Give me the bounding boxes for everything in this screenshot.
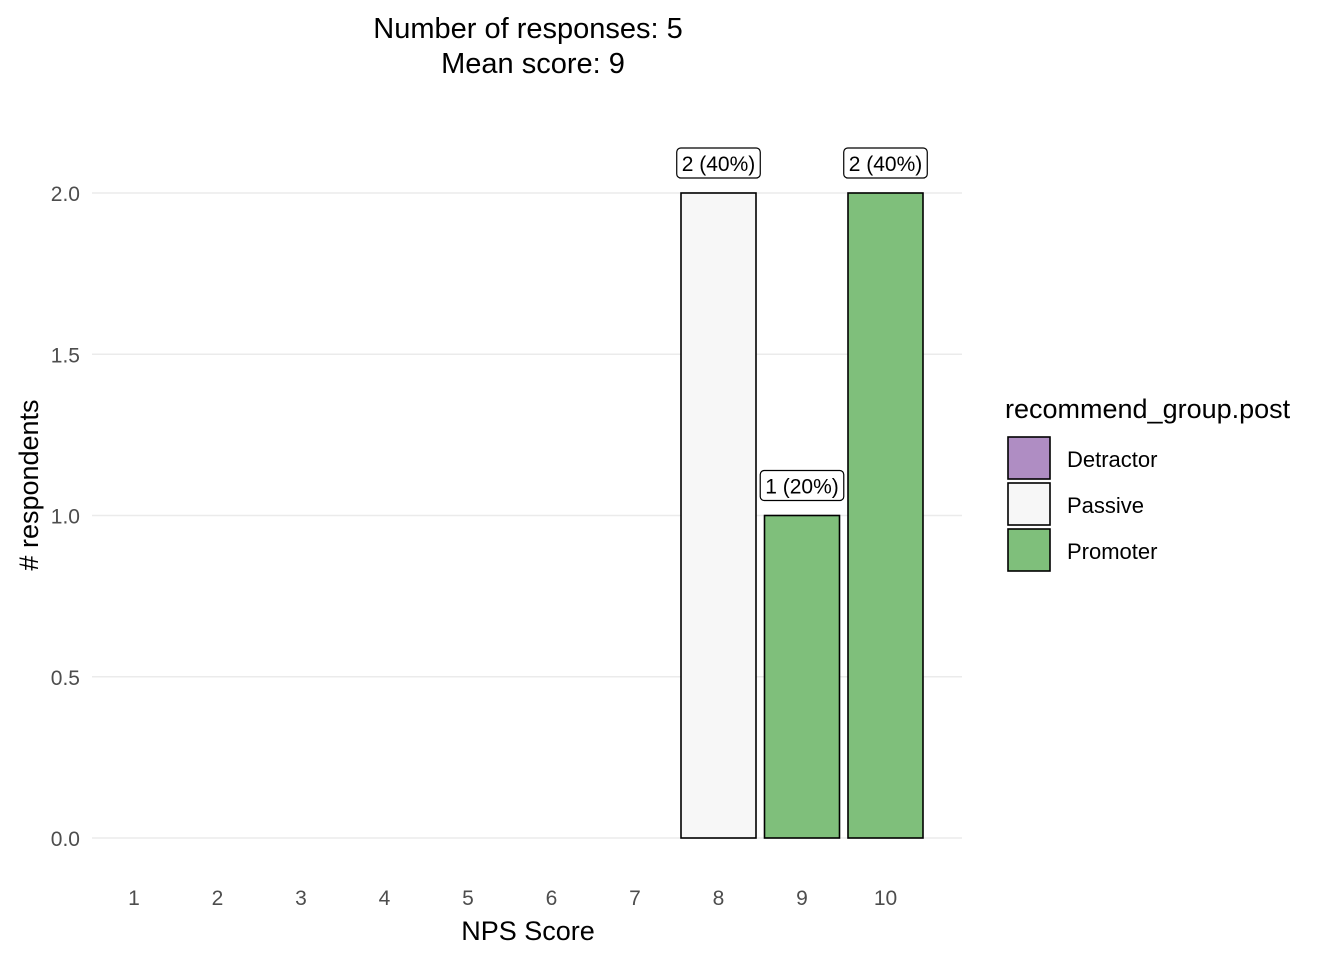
x-tick-label: 8 [713, 887, 725, 910]
bar-10 [847, 192, 924, 839]
bar-label-9: 1 (20%) [759, 469, 845, 502]
x-tick-label: 2 [212, 887, 224, 910]
x-tick-label: 4 [379, 887, 391, 910]
bar-label-text: 2 (40%) [849, 153, 923, 176]
x-axis-title: NPS Score [461, 916, 595, 946]
legend-label-promoter: Promoter [1067, 539, 1157, 564]
y-tick-label: 0.0 [51, 828, 80, 851]
bar-label-box [676, 147, 761, 179]
bar-labels: 2 (40%) 1 (20%) 2 (40%) [676, 147, 928, 502]
x-tick-label: 7 [629, 887, 641, 910]
y-axis-title: # respondents [14, 399, 44, 570]
y-tick-label: 1.0 [51, 506, 80, 529]
legend-title: recommend_group.post [1005, 394, 1291, 424]
legend-swatch-promoter [1007, 528, 1051, 572]
bars [680, 192, 924, 839]
bar-label-box [843, 147, 928, 179]
bar-9 [763, 514, 841, 839]
legend-label-detractor: Detractor [1067, 447, 1157, 472]
bar-label-8: 2 (40%) [676, 147, 761, 179]
bar-label-text: 1 (20%) [765, 476, 839, 499]
chart-title-line-1: Number of responses: 5 [373, 13, 682, 45]
legend: recommend_group.post Detractor Passive Pro… [1005, 394, 1291, 572]
chart-title-line-2: Mean score: 9 [441, 48, 625, 80]
bar-label-box [759, 469, 845, 502]
legend-swatch-passive [1007, 482, 1051, 526]
x-tick-label: 6 [546, 887, 558, 910]
y-tick-label: 1.5 [51, 344, 80, 367]
x-tick-label: 3 [295, 887, 307, 910]
y-tick-label: 2.0 [51, 183, 80, 206]
x-tick-label: 10 [874, 887, 897, 910]
bar-label-text: 2 (40%) [682, 153, 756, 176]
x-axis-ticks: 1 2 3 4 5 6 7 8 9 10 [128, 887, 897, 910]
legend-swatch-detractor [1007, 436, 1051, 480]
bar-label-10: 2 (40%) [843, 147, 928, 179]
y-tick-label: 0.5 [51, 667, 80, 690]
legend-label-passive: Passive [1067, 493, 1144, 518]
x-tick-label: 9 [796, 887, 808, 910]
x-tick-label: 1 [128, 887, 140, 910]
x-tick-label: 5 [462, 887, 474, 910]
bar-8 [680, 192, 757, 839]
y-axis-ticks: 0.0 0.5 1.0 1.5 2.0 [51, 183, 80, 851]
